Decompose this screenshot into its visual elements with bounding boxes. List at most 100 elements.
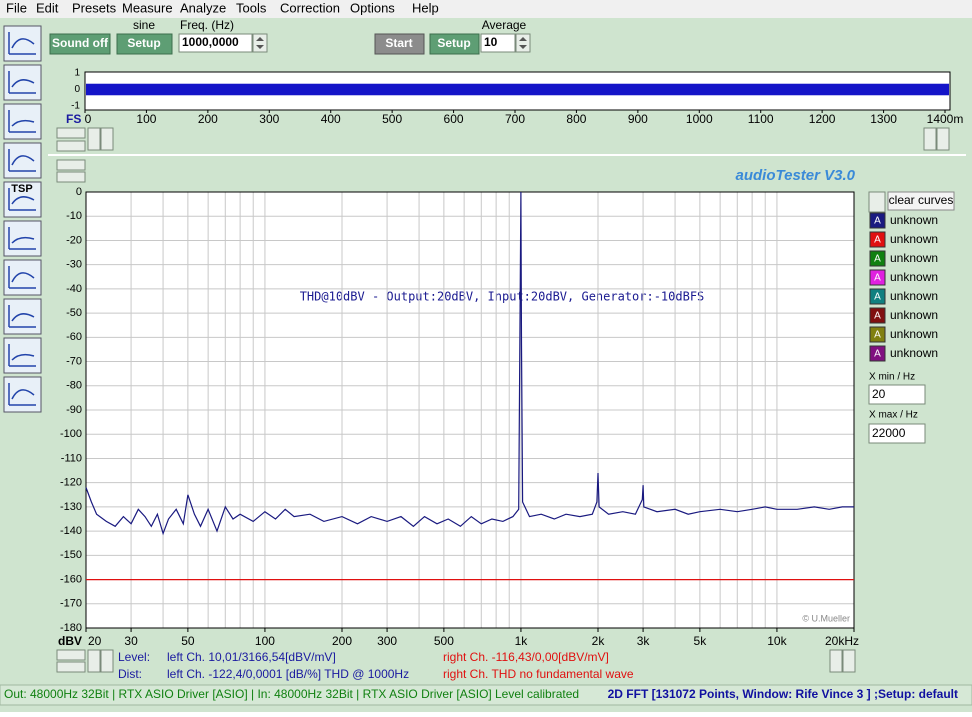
menu-item[interactable]: Edit [36, 0, 59, 15]
start-button-label[interactable]: Start [385, 36, 412, 50]
y-tick-label: -80 [66, 380, 82, 392]
x-tick-label: 5k [694, 634, 708, 648]
tool-icon [8, 383, 36, 406]
legend-label[interactable]: unknown [890, 251, 938, 265]
scope-y-tick-label: 0 [74, 84, 80, 95]
legend-label[interactable]: unknown [890, 327, 938, 341]
legend-label[interactable]: unknown [890, 270, 938, 284]
tool-button[interactable] [3, 298, 42, 335]
legend-swatch[interactable] [869, 307, 886, 324]
clear-curves-button[interactable] [887, 191, 955, 211]
scope-x-label: FS [66, 112, 81, 126]
level-left: left Ch. 10,01/3166,54[dBV/mV] [167, 650, 336, 664]
x-tick-label: 20 [88, 634, 102, 648]
scope-x-tick-label: 700 [505, 112, 525, 126]
scroll-buttons[interactable] [56, 127, 950, 673]
plot-annotation: THD@10dBV - Output:20dBV, Input:20dBV, G… [300, 290, 705, 304]
tool-button[interactable] [3, 181, 42, 218]
menu-item[interactable]: Analyze [180, 0, 226, 15]
sound-button[interactable] [49, 33, 111, 55]
y-tick-label: 0 [76, 186, 82, 198]
scope-x-tick-label: 800 [566, 112, 586, 126]
sound-button-label[interactable]: Sound off [52, 36, 109, 50]
scope-y-tick-label: -1 [71, 101, 80, 112]
setup-button[interactable] [116, 33, 173, 55]
legend-swatch[interactable] [869, 250, 886, 267]
legend-label[interactable]: unknown [890, 346, 938, 360]
status-bar [0, 684, 972, 706]
menu-item[interactable]: Presets [72, 0, 117, 15]
menu-item[interactable]: Correction [280, 0, 340, 15]
scope-x-tick-label: 0 [85, 112, 92, 126]
tool-button[interactable] [3, 259, 42, 296]
scope-x-tick-label: 600 [444, 112, 464, 126]
y-tick-label: -10 [66, 210, 82, 222]
scope-y-tick-label: 1 [74, 68, 80, 79]
average-setup-button[interactable] [429, 33, 480, 55]
y-tick-label: -170 [60, 598, 82, 610]
tool-icon [8, 149, 36, 172]
freq-input[interactable] [178, 33, 253, 53]
average-spinner[interactable] [515, 33, 531, 53]
tool-icon [8, 305, 36, 328]
dist-right: right Ch. THD no fundamental wave [443, 667, 634, 681]
menu-item[interactable]: Options [350, 0, 395, 15]
legend-swatch[interactable] [869, 288, 886, 305]
freq-spinner[interactable] [252, 33, 268, 53]
legend-swatch[interactable] [869, 345, 886, 362]
tool-button[interactable] [3, 376, 42, 413]
average-value[interactable]: 10 [484, 35, 498, 49]
legend-label[interactable]: unknown [890, 232, 938, 246]
level-label: Level: [118, 650, 150, 664]
scope-x-tick-label: 100 [136, 112, 156, 126]
app-title: audioTester V3.0 [736, 167, 856, 184]
xmax-input[interactable] [868, 423, 926, 444]
legend-swatch[interactable] [869, 212, 886, 229]
tool-button[interactable] [3, 64, 42, 101]
legend-label[interactable]: unknown [890, 289, 938, 303]
legend-marker: A [874, 254, 881, 265]
y-unit: dBV [58, 634, 82, 648]
menu-item[interactable]: File [6, 0, 27, 15]
legend-marker: A [874, 330, 881, 341]
y-tick-label: -180 [60, 622, 82, 634]
y-tick-label: -130 [60, 501, 82, 513]
freq-value[interactable]: 1000,0000 [182, 35, 239, 49]
scope-x-tick-label: 300 [259, 112, 279, 126]
average-input[interactable] [480, 33, 516, 53]
legend-label[interactable]: unknown [890, 308, 938, 322]
y-tick-label: -110 [61, 452, 82, 464]
scope-x-tick-label: 1000 [686, 112, 713, 126]
legend-swatch[interactable] [869, 231, 886, 248]
average-setup-label[interactable]: Setup [437, 36, 470, 50]
xmin-input[interactable] [868, 384, 926, 405]
menu-item[interactable]: Measure [122, 0, 173, 15]
legend-swatch[interactable] [869, 269, 886, 286]
setup-button-label[interactable]: Setup [127, 36, 160, 50]
tool-icon [8, 227, 36, 250]
x-tick-label: 300 [377, 634, 397, 648]
x-tick-label: 20kHz [825, 634, 859, 648]
xmin-value[interactable]: 20 [872, 387, 886, 401]
menu-item[interactable]: Tools [236, 0, 267, 15]
clear-curves-label[interactable]: clear curves [889, 193, 954, 207]
tool-button[interactable] [3, 25, 42, 62]
plot-border [85, 191, 855, 629]
xmax-value[interactable]: 22000 [872, 426, 906, 440]
y-tick-label: -150 [60, 549, 82, 561]
scope-x-tick-label: 1400m [927, 112, 964, 126]
legend-swatch[interactable] [869, 326, 886, 343]
spinner-arrows [256, 37, 264, 49]
menu-item[interactable]: Help [412, 0, 439, 15]
legend-label[interactable]: unknown [890, 213, 938, 227]
scope-x-tick-label: 1300 [870, 112, 897, 126]
x-tick-label: 30 [124, 634, 138, 648]
status-io: Out: 48000Hz 32Bit | RTX ASIO Driver [AS… [4, 687, 492, 701]
start-button[interactable] [374, 33, 425, 55]
tool-button[interactable] [3, 142, 42, 179]
scope-signal [86, 83, 949, 96]
y-tick-label: -140 [60, 525, 82, 537]
legend-marker: A [874, 292, 881, 303]
scope-x-tick-label: 900 [628, 112, 648, 126]
